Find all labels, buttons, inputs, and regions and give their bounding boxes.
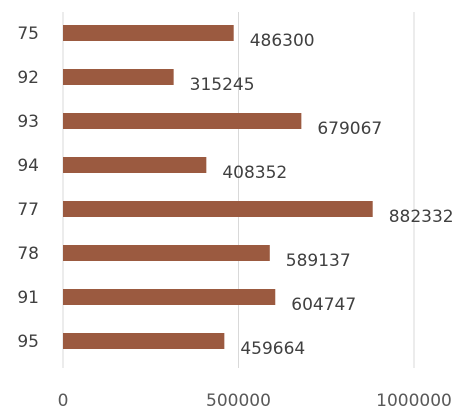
category-label: 94 — [17, 156, 39, 176]
bar — [63, 25, 234, 41]
category-label: 93 — [17, 112, 39, 132]
bar — [63, 333, 225, 349]
category-label: 92 — [17, 68, 39, 88]
data-labels: 486300 315245 679067 408352 882332 589137 6047… — [190, 31, 454, 359]
category-label: 91 — [17, 288, 39, 308]
bar — [63, 245, 270, 261]
category-label: 77 — [17, 200, 39, 220]
bar — [63, 69, 174, 85]
x-tick-label: 1000000 — [376, 391, 452, 411]
data-label: 679067 — [317, 119, 382, 139]
data-label: 604747 — [291, 295, 356, 315]
data-label: 589137 — [286, 251, 351, 271]
category-label: 78 — [17, 244, 39, 264]
x-tick-label: 500000 — [206, 391, 271, 411]
bar — [63, 201, 373, 217]
gridlines — [62, 12, 415, 368]
bar — [63, 113, 302, 129]
data-label: 459664 — [240, 339, 305, 359]
bar — [63, 289, 276, 305]
category-label: 95 — [17, 332, 39, 352]
data-label: 486300 — [250, 31, 315, 51]
bars — [63, 25, 373, 349]
x-tick-labels: 0 500000 1000000 — [58, 391, 452, 411]
data-label: 408352 — [222, 163, 287, 183]
x-tick-label: 0 — [58, 391, 69, 411]
bar — [63, 157, 207, 173]
category-label: 75 — [17, 24, 39, 44]
category-labels: 75 92 93 94 77 78 91 95 — [17, 24, 39, 352]
data-label: 315245 — [190, 75, 255, 95]
data-label: 882332 — [389, 207, 454, 227]
